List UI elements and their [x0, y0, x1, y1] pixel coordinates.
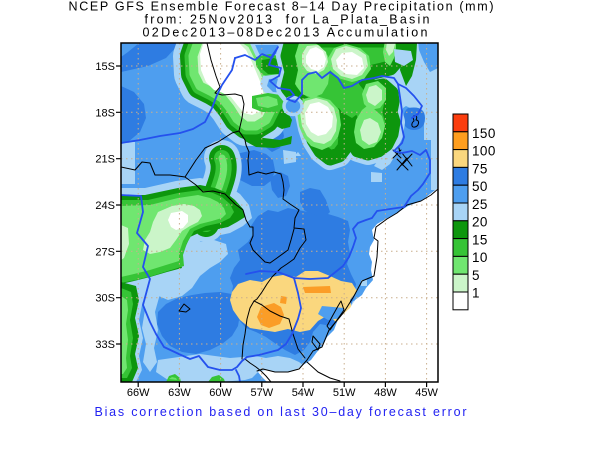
svg-text:50: 50: [472, 179, 488, 194]
svg-text:57W: 57W: [250, 387, 273, 399]
svg-text:21S: 21S: [95, 154, 115, 166]
svg-text:from: 25Nov2013 for La_Plata_: from: 25Nov2013 for La_Plata_Basin: [145, 13, 430, 27]
svg-text:24S: 24S: [95, 200, 115, 212]
svg-text:10: 10: [472, 250, 488, 265]
svg-text:Bias correction based on last: Bias correction based on last 30–day for…: [95, 405, 467, 419]
svg-text:15: 15: [472, 232, 488, 247]
svg-text:27S: 27S: [95, 246, 115, 258]
svg-text:150: 150: [472, 126, 496, 141]
svg-text:15S: 15S: [95, 61, 115, 73]
svg-text:60W: 60W: [209, 387, 232, 399]
svg-text:02Dec2013–08Dec2013 Accumulati: 02Dec2013–08Dec2013 Accumulation: [143, 26, 428, 40]
svg-text:33S: 33S: [95, 339, 115, 351]
svg-text:1: 1: [472, 286, 480, 301]
svg-text:66W: 66W: [127, 387, 150, 399]
svg-text:75: 75: [472, 161, 488, 176]
svg-text:20: 20: [472, 215, 488, 230]
svg-text:63W: 63W: [168, 387, 191, 399]
svg-text:45W: 45W: [415, 387, 438, 399]
svg-text:NCEP GFS Ensemble Forecast 8–1: NCEP GFS Ensemble Forecast 8–14 Day Prec…: [69, 0, 494, 14]
svg-text:25: 25: [472, 197, 488, 212]
svg-text:5: 5: [472, 268, 480, 283]
svg-text:30S: 30S: [95, 293, 115, 305]
svg-text:18S: 18S: [95, 107, 115, 119]
svg-text:51W: 51W: [333, 387, 356, 399]
svg-text:100: 100: [472, 144, 496, 159]
svg-text:54W: 54W: [292, 387, 315, 399]
svg-text:48W: 48W: [374, 387, 397, 399]
